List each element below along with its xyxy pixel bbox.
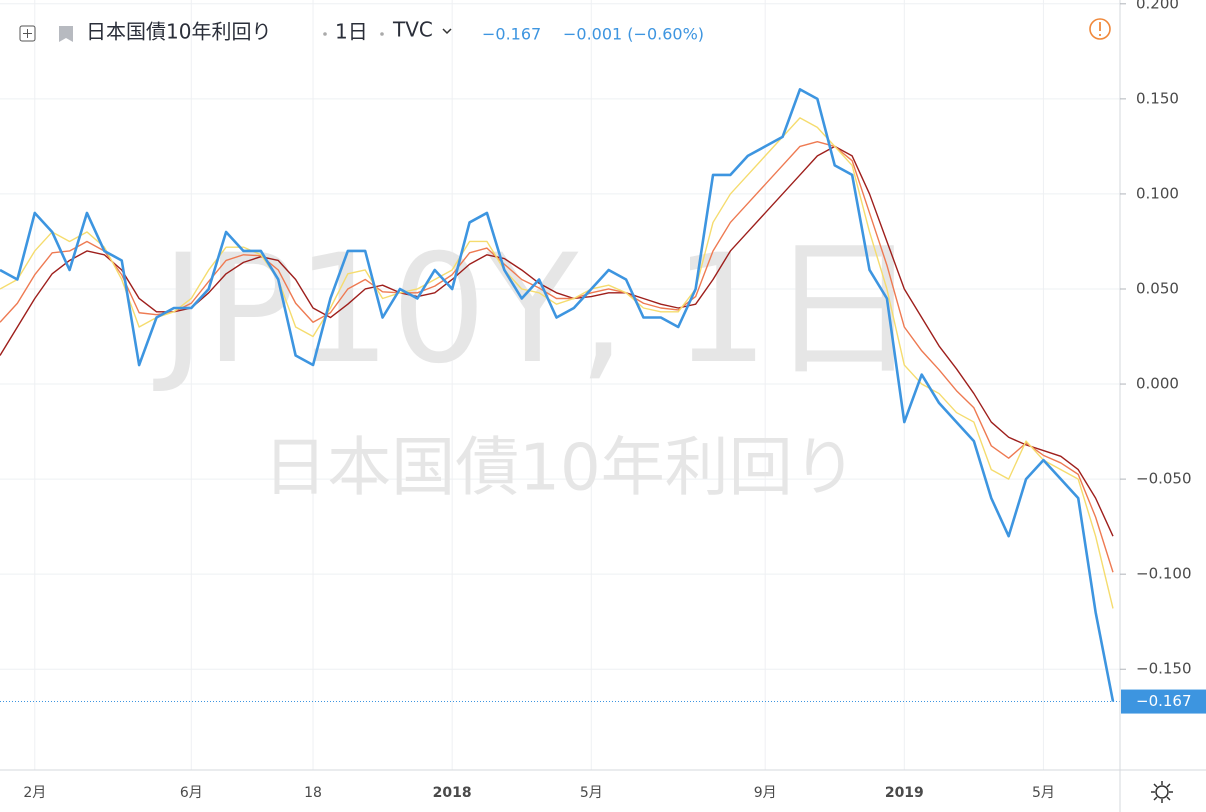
last-value: −0.167 — [482, 25, 541, 44]
x-tick-label: 2月 — [23, 785, 46, 801]
x-tick-label: 6月 — [180, 785, 203, 801]
settings-icon — [1151, 781, 1173, 803]
plot — [0, 88, 1120, 703]
x-tick-label: 18 — [304, 785, 322, 801]
grid — [0, 0, 1120, 770]
flag-icon[interactable] — [59, 26, 73, 42]
axes: 0.200 0.150 0.100 0.050 0.000 −0.050 −0.100 −0.… — [23, 0, 1206, 801]
separator — [323, 32, 327, 36]
y-tick-label: 0.150 — [1136, 89, 1179, 107]
interval[interactable]: 1日 — [335, 20, 368, 44]
x-tick-label: 2018 — [433, 785, 472, 801]
y-tick-label: −0.150 — [1136, 660, 1192, 678]
source[interactable]: TVC — [392, 18, 433, 42]
y-tick-label: 0.100 — [1136, 184, 1179, 202]
add-icon — [23, 29, 32, 38]
last-price-tag — [1121, 689, 1206, 714]
settings-icon — [1155, 785, 1169, 799]
y-tick-label: 0.000 — [1136, 375, 1179, 393]
watermark: 日本国債10年利回り — [263, 432, 856, 506]
watermark: JP10Y, 1日 — [153, 223, 919, 397]
y-tick-label: −0.050 — [1136, 470, 1192, 488]
warning-icon[interactable] — [1089, 18, 1111, 40]
y-tick-label: 0.050 — [1136, 279, 1179, 297]
x-tick-label: 5月 — [580, 785, 603, 801]
separator — [380, 32, 384, 36]
legend-header: 日本国債10年利回り 1日 TVC −0.167 −0.001 (−0.60%) — [19, 18, 1111, 44]
ma-line — [0, 117, 1114, 609]
dropdown-icon[interactable] — [442, 28, 452, 35]
y-tick-label: 0.200 — [1136, 0, 1179, 12]
price-line — [0, 88, 1115, 702]
y-tick-label: −0.100 — [1136, 565, 1192, 583]
ma-line — [0, 140, 1114, 573]
change-value: −0.001 (−0.60%) — [563, 25, 704, 44]
add-icon[interactable] — [19, 25, 36, 42]
x-tick-label: 2019 — [885, 785, 924, 801]
settings-icon[interactable] — [1151, 781, 1173, 803]
x-tick-label: 5月 — [1032, 785, 1055, 801]
x-tick-label: 9月 — [754, 785, 777, 801]
last-price-label: −0.167 — [1136, 692, 1192, 710]
symbol[interactable]: 日本国債10年利回り — [86, 20, 271, 44]
